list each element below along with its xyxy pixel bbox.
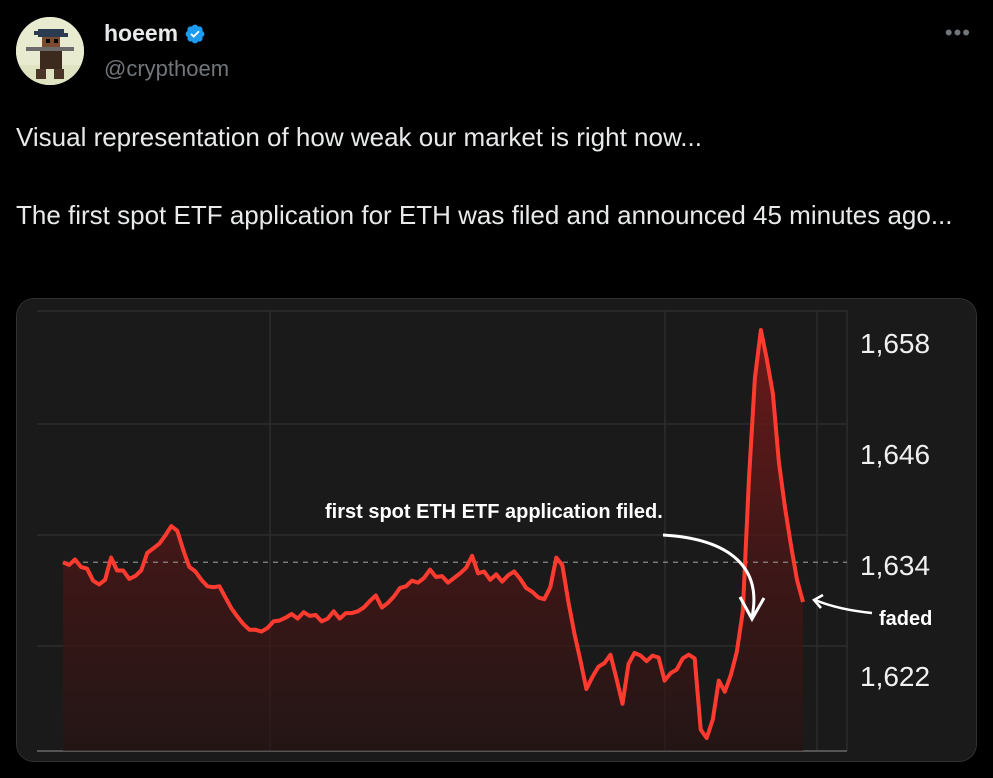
price-line xyxy=(62,328,805,740)
y-tick-label: 1,622 xyxy=(860,661,930,692)
avatar[interactable] xyxy=(16,17,84,85)
more-horizontal-icon[interactable]: ••• xyxy=(944,20,971,45)
annotation-arrow-faded xyxy=(814,598,873,615)
verified-badge-icon xyxy=(185,24,205,43)
annotation-arrowhead-faded xyxy=(812,593,824,609)
y-tick-label: 1,646 xyxy=(860,439,930,470)
price-area-fill xyxy=(63,330,803,751)
y-axis-labels: 1,658 1,646 1,634 1,622 xyxy=(860,328,930,692)
author-name[interactable]: hoeem xyxy=(104,20,179,46)
author-row: hoeem xyxy=(104,20,206,47)
y-tick-label: 1,658 xyxy=(860,328,930,359)
tweet-text: Visual representation of how weak our ma… xyxy=(16,122,953,230)
tweet-media-chart[interactable]: 1,658 1,646 1,634 1,622 first spot ETH ETF … xyxy=(16,298,977,762)
price-chart: 1,658 1,646 1,634 1,622 first spot ETH ETF … xyxy=(17,299,976,761)
annotation-arrowhead-filed xyxy=(738,596,766,623)
avatar-image xyxy=(16,17,84,85)
annotation-faded: faded xyxy=(879,608,932,630)
y-tick-label: 1,634 xyxy=(860,550,930,581)
annotation-filed: first spot ETH ETF application filed. xyxy=(325,501,663,523)
author-handle[interactable]: @crypthoem xyxy=(104,56,230,81)
annotation-arrow-filed xyxy=(662,533,756,618)
